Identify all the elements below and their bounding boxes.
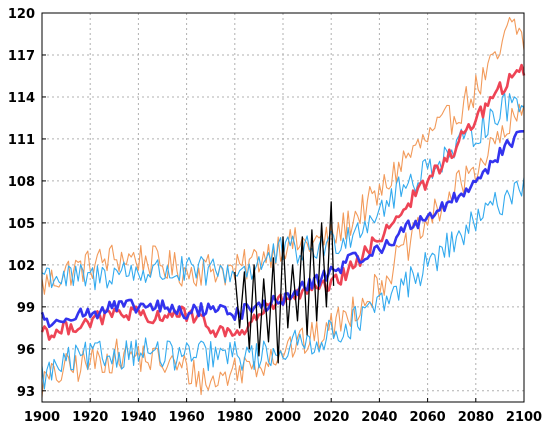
series-line-blue-mean: [40, 130, 524, 329]
x-tick-label: 1960: [169, 410, 205, 425]
y-tick-label: 117: [8, 49, 35, 64]
x-tick-label: 1900: [24, 410, 60, 425]
y-tick-label: 105: [8, 217, 35, 232]
series-line-observed: [234, 201, 335, 364]
y-tick-label: 114: [8, 91, 35, 106]
series-line-blue-lower: [41, 177, 525, 390]
x-tick-label: 2100: [506, 410, 542, 425]
y-tick-label: 120: [8, 7, 35, 22]
y-tick-label: 93: [17, 385, 35, 400]
y-tick-label: 99: [17, 301, 35, 316]
x-tick-label: 1980: [217, 410, 253, 425]
y-tick-label: 111: [8, 133, 35, 148]
y-tick-label: 102: [8, 259, 35, 274]
series-group: [40, 16, 526, 398]
y-tick-label: 108: [8, 175, 35, 190]
x-tick-label: 2040: [361, 410, 397, 425]
y-tick-label: 96: [17, 343, 35, 358]
y-axis-ticks: 93 96 99 102 105 108 111 114 117 120: [8, 7, 46, 400]
x-tick-label: 2080: [458, 410, 494, 425]
grid: [42, 13, 524, 402]
x-tick-label: 1940: [120, 410, 156, 425]
x-tick-label: 2060: [410, 410, 446, 425]
x-axis-ticks: 1900 1920 1940 1960 1980 2000 2020 2040 2060 2080…: [24, 398, 542, 425]
series-line-blue-upper: [41, 93, 525, 291]
x-tick-label: 2000: [265, 410, 301, 425]
x-tick-label: 1920: [72, 410, 108, 425]
x-tick-label: 2020: [313, 410, 349, 425]
